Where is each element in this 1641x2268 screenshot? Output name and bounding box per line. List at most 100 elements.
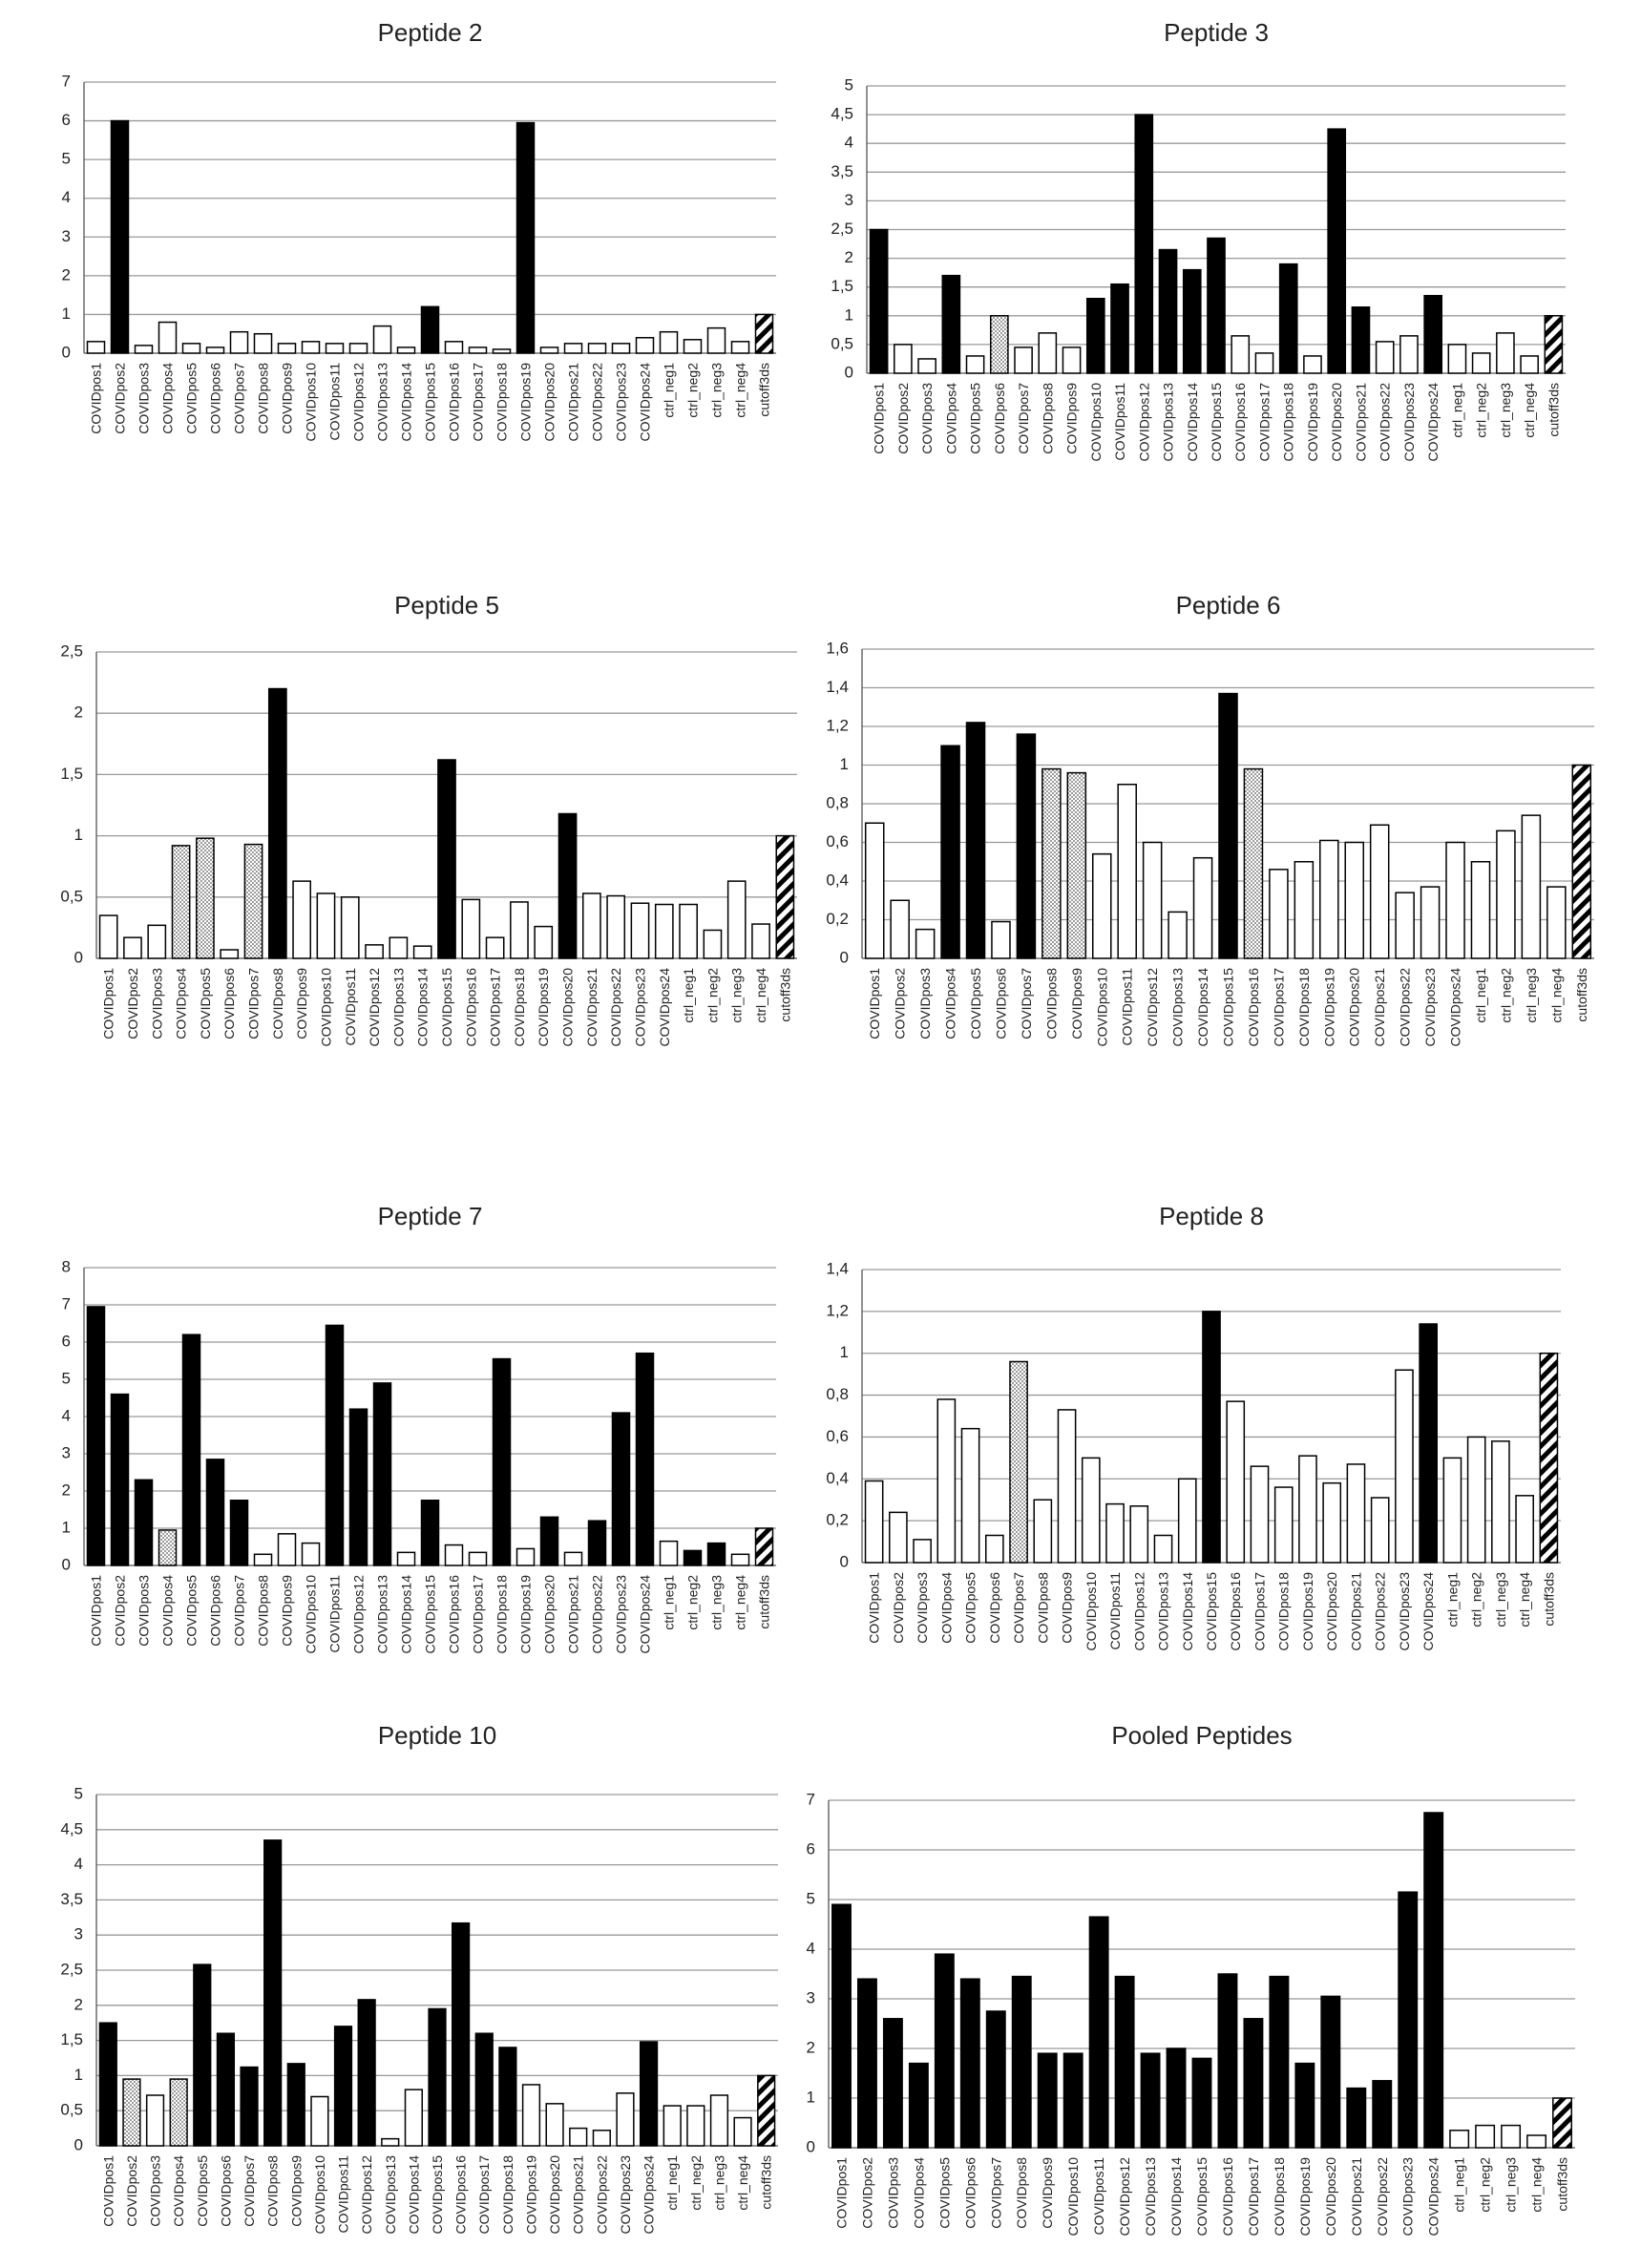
- x-tick-label: COVIDpos17: [488, 968, 503, 1047]
- bar: [940, 745, 960, 959]
- x-tick-label: COVIDpos6: [218, 2155, 233, 2227]
- bar: [420, 1500, 440, 1566]
- y-tick-label: 1: [845, 305, 853, 324]
- x-tick-label: COVIDpos22: [1378, 383, 1393, 462]
- bar: [468, 1551, 488, 1566]
- chart-panel: Peptide 6 0 0,2 0,4 0,6 0,8 1 1,2 1,4 1,6 COVIDpos…: [826, 591, 1594, 1047]
- x-tick-label: COVIDpos17: [1246, 2157, 1261, 2236]
- x-tick-label: COVIDpos19: [523, 2155, 538, 2235]
- x-tick-label: COVIDpos4: [943, 968, 958, 1040]
- x-tick-label: ctrl_neg3: [1524, 968, 1539, 1023]
- x-tick-label: COVIDpos23: [1401, 383, 1417, 462]
- x-tick-label: COVIDpos16: [447, 363, 462, 442]
- x-tick-label: COVIDpos7: [232, 363, 247, 434]
- x-tick-label: COVIDpos10: [1094, 968, 1109, 1047]
- y-tick-label: 3,5: [831, 162, 853, 180]
- x-tick-label: COVIDpos8: [1040, 383, 1055, 454]
- bar: [357, 1999, 376, 2147]
- x-tick-label: COVIDpos22: [608, 968, 623, 1047]
- x-tick-label: COVIDpos23: [1400, 2157, 1416, 2236]
- x-tick-label: COVIDpos2: [895, 383, 911, 454]
- y-tick-label: 0,5: [831, 334, 853, 352]
- bar: [301, 341, 321, 354]
- bar: [1375, 341, 1395, 374]
- x-tick-label: ctrl_neg4: [1529, 2157, 1545, 2213]
- bar: [365, 944, 384, 959]
- bar: [1114, 1975, 1135, 2149]
- x-tick-label: COVIDpos21: [571, 2155, 586, 2235]
- bar: [592, 2130, 611, 2147]
- x-tick-label: COVIDpos15: [1209, 383, 1224, 462]
- x-tick-label: COVIDpos7: [1016, 383, 1031, 454]
- bar: [1192, 856, 1213, 959]
- x-tick-label: COVIDpos1: [867, 968, 882, 1040]
- y-tick-label: 1: [840, 755, 849, 773]
- x-tick-label: COVIDpos11: [327, 1575, 343, 1653]
- x-tick-label: COVIDpos12: [1145, 968, 1160, 1047]
- bar: [1231, 335, 1251, 374]
- x-tick-label: ctrl_neg1: [662, 1575, 677, 1630]
- bar: [220, 949, 240, 959]
- x-tick-label: COVIDpos24: [638, 363, 653, 442]
- bar: [1140, 2052, 1161, 2149]
- x-tick-label: COVIDpos21: [1372, 968, 1387, 1047]
- bar: [659, 330, 679, 354]
- x-tick-label: COVIDpos3: [885, 2157, 900, 2229]
- x-tick-label: COVIDpos18: [1296, 968, 1312, 1047]
- bar: [1273, 1486, 1294, 1564]
- x-tick-label: cutoff3ds: [757, 1575, 772, 1629]
- y-tick-label: 5: [62, 150, 71, 168]
- bar: [205, 346, 225, 354]
- y-tick-label: 0,4: [826, 871, 849, 889]
- y-tick-label: 3: [62, 1443, 71, 1461]
- bar: [1250, 1465, 1270, 1564]
- bar: [1081, 1457, 1101, 1564]
- x-tick-label: COVIDpos24: [657, 968, 672, 1047]
- bar: [1346, 1463, 1366, 1564]
- x-tick-label: COVIDpos7: [232, 1575, 247, 1647]
- x-tick-label: COVIDpos17: [1256, 383, 1272, 462]
- x-tick-label: COVIDpos10: [1088, 383, 1104, 462]
- x-tick-label: ctrl_neg3: [1498, 383, 1513, 438]
- bar: [147, 924, 167, 959]
- bar: [263, 1839, 283, 2147]
- y-tick-label: 0,5: [60, 887, 83, 905]
- bar: [134, 345, 154, 354]
- bar: [1419, 1323, 1439, 1564]
- bar: [1369, 824, 1390, 959]
- bar: [444, 1544, 464, 1566]
- bar: [1062, 2052, 1083, 2149]
- bar: [1544, 315, 1564, 374]
- bar: [1322, 1481, 1342, 1564]
- chart-panel: Pooled Peptides 0 1 2 3 4 5 6 7 COVIDpos1 COVIDpos…: [807, 1721, 1575, 2236]
- bar: [348, 1408, 368, 1566]
- x-tick-label: COVIDpos8: [256, 1575, 271, 1647]
- x-tick-label: cutoff3ds: [757, 363, 772, 417]
- bar: [908, 2062, 929, 2149]
- x-tick-label: COVIDpos23: [1422, 968, 1438, 1047]
- bar: [1395, 1369, 1414, 1564]
- x-tick-label: COVIDpos14: [1168, 2157, 1184, 2236]
- bar: [98, 2022, 117, 2147]
- x-tick-label: COVIDpos8: [1014, 2157, 1029, 2229]
- bar: [1294, 861, 1315, 959]
- bar: [730, 1553, 750, 1566]
- x-tick-label: COVIDpos17: [1271, 968, 1286, 1047]
- x-tick-label: ctrl_neg3: [709, 1575, 725, 1630]
- y-tick-label: 6: [62, 1332, 71, 1350]
- x-tick-label: ctrl_neg3: [709, 363, 725, 418]
- x-tick-label: COVIDpos18: [494, 1575, 510, 1654]
- bar: [277, 343, 297, 354]
- bar: [468, 346, 488, 354]
- x-tick-label: COVIDpos15: [439, 968, 454, 1047]
- y-tick-label: 2: [807, 2038, 815, 2056]
- x-tick-label: ctrl_neg1: [662, 363, 677, 418]
- bar: [654, 903, 674, 959]
- x-tick-label: ctrl_neg2: [1478, 2157, 1493, 2213]
- x-tick-label: COVIDpos23: [614, 1575, 629, 1654]
- bar: [325, 343, 345, 354]
- y-tick-label: 3: [62, 227, 71, 245]
- x-tick-label: COVIDpos21: [1353, 383, 1368, 462]
- x-tick-label: COVIDpos9: [294, 968, 309, 1040]
- bar: [1207, 237, 1226, 374]
